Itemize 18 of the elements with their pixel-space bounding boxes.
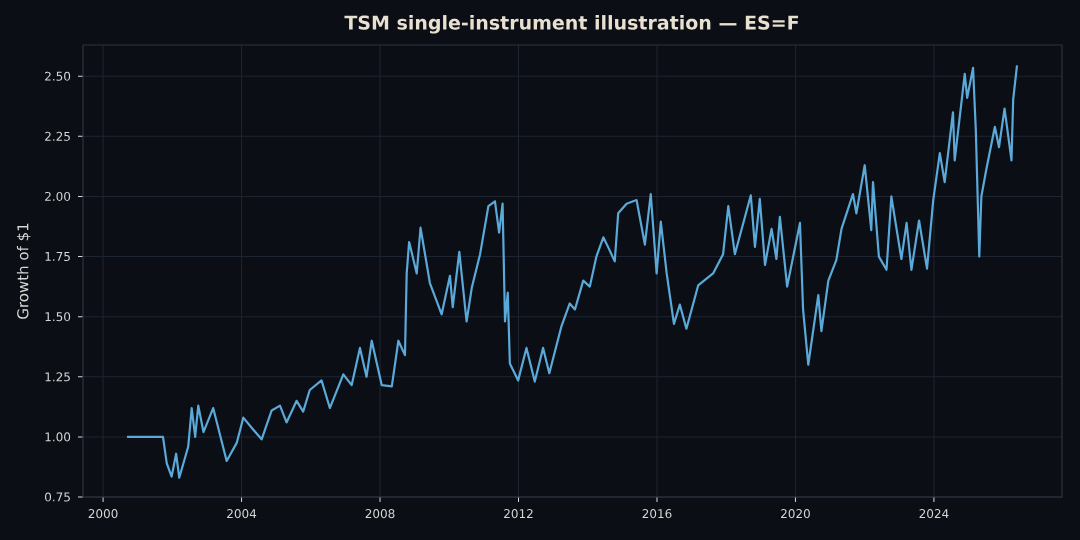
y-tick-label: 1.00 [45,432,71,442]
x-tick-label: 2000 [88,509,118,519]
y-tick-label: 2.50 [45,71,71,81]
y-tick-label: 2.25 [45,131,70,141]
x-tick-label: 2024 [919,509,949,519]
x-tick-label: 2008 [365,509,395,519]
x-tick-label: 2004 [227,509,257,519]
x-tick-label: 2012 [504,509,533,519]
y-tick-label: 1.25 [45,372,70,382]
line-series [125,64,1019,479]
y-tick-label: 1.75 [45,252,70,262]
y-tick-label: 1.50 [45,312,71,322]
y-tick-label: 2.00 [45,191,71,201]
chart-title: TSM single-instrument illustration — ES=F [344,15,799,34]
y-tick-label: 0.75 [45,492,70,502]
x-tick-label: 2020 [781,509,810,519]
x-tick-label: 2016 [642,509,672,519]
y-axis-title: Growth of $1 [16,223,31,319]
